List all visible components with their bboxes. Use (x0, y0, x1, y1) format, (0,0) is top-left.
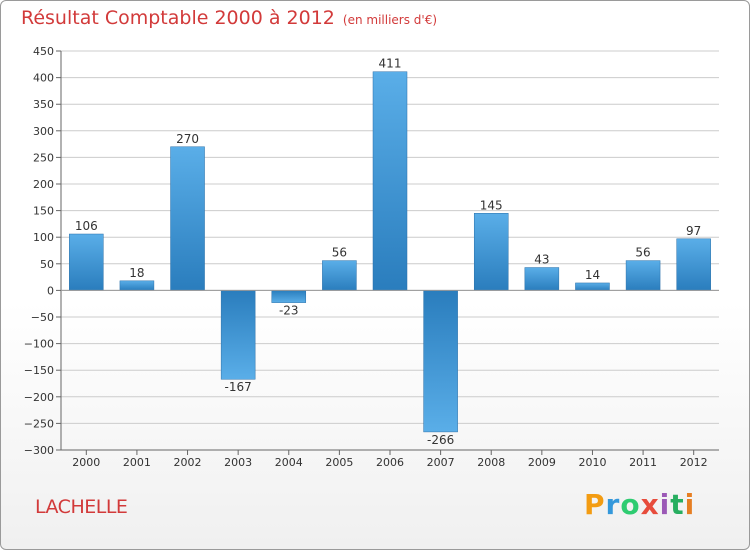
y-tick-label: 50 (40, 258, 54, 271)
y-tick-label: −300 (24, 444, 54, 457)
x-tick-label: 2003 (224, 456, 252, 469)
y-tick-label: −200 (24, 391, 54, 404)
y-tick-label: 250 (33, 151, 54, 164)
value-label-2006: 411 (379, 57, 402, 71)
logo-letter: P (584, 488, 606, 521)
proxiti-logo: Proxiti (584, 488, 695, 521)
bar-2011 (625, 260, 661, 291)
y-tick-label: 100 (33, 231, 54, 244)
y-tick-label: 0 (47, 284, 54, 297)
x-tick-label: 2004 (275, 456, 303, 469)
value-label-2005: 56 (332, 246, 347, 260)
logo-letter: t (670, 488, 685, 521)
logo-letter: i (659, 488, 671, 521)
bar-2012 (676, 238, 711, 291)
bar-2003 (220, 290, 256, 380)
value-label-2004: -23 (279, 304, 299, 318)
value-label-2003: -167 (225, 380, 252, 394)
x-tick-label: 2000 (72, 456, 100, 469)
x-tick-label: 2010 (578, 456, 606, 469)
x-tick-label: 2009 (528, 456, 556, 469)
bar-2008 (473, 213, 509, 291)
y-tick-label: −250 (24, 417, 54, 430)
bar-2009 (524, 267, 560, 291)
y-tick-label: −100 (24, 338, 54, 351)
x-tick-label: 2012 (680, 456, 708, 469)
value-label-2002: 270 (176, 132, 199, 146)
x-axis-ticks: 2000 2001 2002 2003 2004 2005 2006 2007 2008 2009… (72, 450, 708, 469)
y-tick-label: 350 (33, 98, 54, 111)
bar-2010 (575, 282, 610, 291)
value-label-2007: -266 (427, 433, 454, 447)
bar-2005 (322, 260, 357, 291)
chart-subtitle: (en milliers d'€) (342, 13, 438, 27)
value-label-2001: 18 (129, 266, 144, 280)
y-tick-label: 150 (33, 205, 54, 218)
value-labels: 106 18 270 -167 -23 56 411 -266 145 43 14 56 97 (75, 57, 701, 447)
value-label-2011: 56 (635, 246, 650, 260)
axes (60, 51, 719, 451)
x-tick-label: 2011 (629, 456, 657, 469)
x-tick-label: 2006 (376, 456, 404, 469)
y-tick-label: 200 (33, 178, 54, 191)
logo-letter: x (640, 488, 660, 521)
bar-2000 (69, 233, 104, 291)
logo-letter: r (605, 488, 621, 521)
bar-2001 (119, 280, 155, 291)
y-tick-label: −150 (24, 364, 54, 377)
x-tick-label: 2008 (477, 456, 505, 469)
x-tick-label: 2002 (174, 456, 202, 469)
value-label-2000: 106 (75, 219, 98, 233)
y-tick-label: −50 (31, 311, 54, 324)
y-tick-label: 450 (33, 45, 54, 58)
y-tick-label: 300 (33, 125, 54, 138)
value-label-2010: 14 (585, 268, 600, 282)
value-label-2012: 97 (686, 224, 701, 238)
bar-2002 (170, 146, 205, 291)
chart-title-main: Résultat Comptable 2000 à 2012 (21, 7, 335, 29)
x-tick-label: 2007 (427, 456, 455, 469)
bars (69, 71, 711, 433)
y-axis-ticks: 450 400 350 300 250 200 150 100 50 0 −50 −100 −150 −2… (24, 45, 61, 457)
value-label-2008: 145 (480, 198, 503, 212)
bar-2004 (271, 290, 307, 303)
bar-2007 (423, 290, 458, 433)
chart-title: Résultat Comptable 2000 à 2012 (en millie… (21, 7, 437, 29)
value-label-2009: 43 (534, 253, 549, 267)
bar-2006 (372, 71, 408, 291)
x-tick-label: 2001 (123, 456, 151, 469)
logo-letter: o (620, 488, 641, 521)
x-tick-label: 2005 (325, 456, 353, 469)
place-name: LACHELLE (35, 496, 128, 518)
logo-letter: i (684, 488, 696, 521)
y-tick-label: 400 (33, 72, 54, 85)
